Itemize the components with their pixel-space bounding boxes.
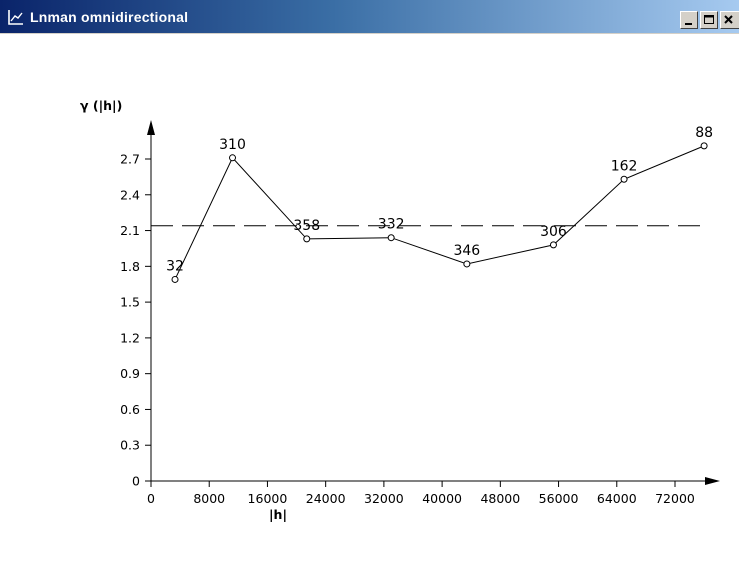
- point-label: 358: [293, 218, 320, 234]
- minimize-icon: [685, 23, 692, 25]
- x-tick-label: 48000: [480, 491, 520, 506]
- data-point: [620, 175, 628, 183]
- y-tick-label: 2.7: [120, 152, 140, 167]
- y-tick-label: 0: [132, 474, 140, 489]
- x-tick-label: 16000: [248, 491, 288, 506]
- x-tick-label: 40000: [422, 491, 462, 506]
- x-axis-label: |h|: [269, 507, 287, 522]
- x-tick-label: 72000: [655, 491, 695, 506]
- y-tick-label: 1.2: [120, 330, 140, 345]
- title-bar[interactable]: Lnman omnidirectional: [0, 0, 739, 34]
- x-tick-label: 56000: [539, 491, 579, 506]
- point-label: 162: [611, 158, 638, 174]
- data-point: [229, 154, 237, 162]
- close-icon: [724, 15, 733, 24]
- x-tick-label: 64000: [597, 491, 637, 506]
- window-title: Lnman omnidirectional: [30, 9, 189, 25]
- data-point: [549, 241, 557, 249]
- point-label: 310: [219, 137, 246, 153]
- data-point: [700, 142, 708, 150]
- data-point: [463, 260, 471, 268]
- x-tick-label: 32000: [364, 491, 404, 506]
- x-axis-arrow: [705, 477, 720, 485]
- y-tick-label: 1.8: [120, 259, 140, 274]
- maximize-button[interactable]: [700, 11, 718, 29]
- y-tick-label: 0.3: [120, 438, 140, 453]
- x-tick-label: 0: [147, 491, 155, 506]
- y-tick-label: 2.4: [120, 187, 140, 202]
- y-tick-label: 2.1: [120, 223, 140, 238]
- point-label: 346: [453, 243, 480, 259]
- chart-line-icon: [8, 10, 23, 25]
- x-tick-label: 8000: [193, 491, 225, 506]
- y-tick-label: 1.5: [120, 295, 140, 310]
- close-button[interactable]: [720, 11, 739, 29]
- y-tick-label: 0.6: [120, 402, 140, 417]
- data-point: [303, 235, 311, 243]
- point-label: 306: [540, 224, 567, 240]
- chart-area: 0 8000 16000 24000 32000 40000 48000 56000 64000…: [0, 34, 739, 566]
- data-point: [387, 234, 395, 242]
- maximize-icon: [704, 15, 714, 24]
- point-label: 32: [166, 258, 184, 274]
- y-axis-label: γ (|h|): [80, 98, 122, 113]
- point-label: 88: [695, 125, 713, 141]
- y-axis-arrow: [147, 120, 155, 135]
- series-line: [174, 145, 705, 280]
- y-tick-label: 0.9: [120, 366, 140, 381]
- variogram-chart: 0 8000 16000 24000 32000 40000 48000 56000 64000…: [80, 98, 720, 522]
- minimize-button[interactable]: [680, 11, 698, 29]
- point-label: 332: [378, 217, 405, 233]
- data-point: [171, 275, 179, 283]
- x-tick-label: 24000: [306, 491, 346, 506]
